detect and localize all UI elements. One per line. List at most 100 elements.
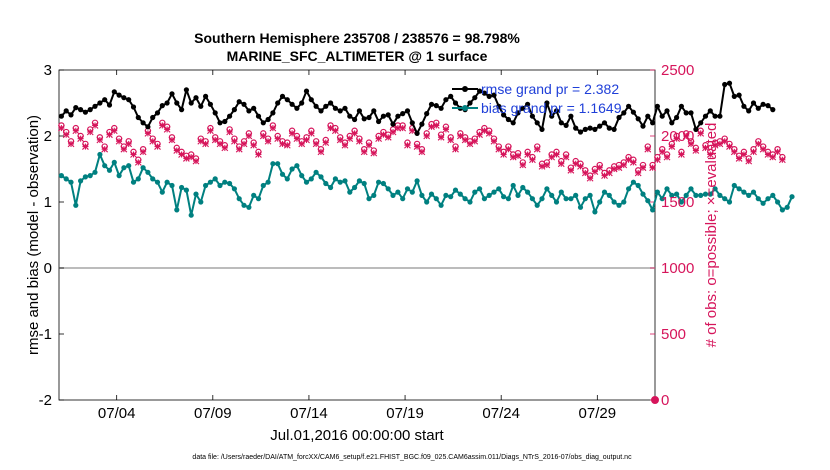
rmse-point (106, 102, 113, 108)
rmse-point (621, 110, 627, 116)
rmse-point (573, 125, 579, 131)
rmse-point (525, 101, 531, 107)
bias-point (241, 202, 247, 208)
y-left-tick-label: 0 (44, 260, 52, 277)
obs-evaluated-point (264, 137, 272, 145)
y-right-tick-label: 1500 (661, 194, 694, 211)
bias-point (558, 189, 564, 195)
rmse-point (337, 108, 343, 114)
rmse-point (674, 114, 680, 121)
obs-evaluated-point (711, 141, 719, 149)
bias-point (621, 199, 627, 205)
bias-point (587, 192, 593, 198)
rmse-point (390, 121, 396, 127)
rmse-point (164, 100, 170, 106)
rmse-point (303, 88, 310, 94)
bias-point (573, 192, 579, 198)
obs-evaluated-point (519, 161, 527, 169)
bias-point (222, 179, 228, 185)
rmse-point (707, 108, 713, 114)
rmse-point (491, 92, 497, 98)
bias-point (544, 186, 550, 192)
obs-evaluated-point (404, 141, 411, 149)
bias-point (251, 192, 257, 198)
bias-point (457, 191, 463, 197)
bias-point (582, 196, 588, 202)
obs-evaluated-point (62, 131, 70, 139)
obs-evaluated-point (216, 140, 224, 148)
rmse-point (169, 91, 175, 97)
obs-evaluated-point (557, 160, 565, 168)
obs-evaluated-point (634, 169, 642, 177)
bias-point (501, 194, 507, 200)
obs-evaluated-point (490, 137, 498, 145)
bias-point (616, 202, 622, 208)
rmse-point (231, 107, 237, 113)
bias-point (227, 180, 233, 187)
bias-point (779, 207, 786, 213)
rmse-point (275, 100, 281, 106)
bias-point (563, 196, 569, 202)
obs-evaluated-point (163, 126, 171, 133)
bias-point (428, 191, 435, 197)
rmse-point (424, 111, 430, 117)
rmse-point (630, 109, 637, 115)
rmse-point (683, 110, 689, 116)
rmse-point (97, 100, 103, 106)
obs-evaluated-point (269, 124, 277, 132)
rmse-point (515, 110, 521, 116)
bias-point (102, 163, 108, 169)
obs-evaluated-point (495, 145, 503, 153)
obs-evaluated-point (120, 145, 128, 153)
obs-evaluated-point (389, 128, 397, 136)
x-tick-label: 07/14 (290, 405, 328, 422)
bias-point (284, 176, 290, 182)
bias-point (741, 189, 747, 195)
bias-point (371, 192, 377, 198)
rmse-point (400, 111, 406, 117)
rmse-point (568, 113, 574, 119)
y-left-tick-label: -1 (39, 326, 52, 343)
bias-point (212, 176, 218, 182)
obs-evaluated-point (202, 140, 209, 148)
obs-evaluated-point (322, 139, 330, 146)
obs-evaluated-point (101, 145, 109, 153)
obs-evaluated-point (456, 132, 464, 140)
bias-point (183, 187, 189, 193)
x-tick-label: 07/09 (194, 405, 232, 422)
rmse-point (452, 100, 459, 106)
rmse-point (241, 101, 247, 107)
rmse-point (126, 97, 132, 103)
legend: rmse grand pr = 2.382 bias grand pr = 1.… (452, 81, 622, 116)
rmse-point (179, 107, 185, 113)
obs-evaluated-point (500, 151, 507, 158)
legend-rmse-label: rmse grand pr = 2.382 (481, 81, 619, 97)
y-left-tick-label: 3 (44, 62, 52, 79)
obs-evaluated-point (591, 168, 599, 176)
obs-evaluated-point (394, 124, 402, 132)
bias-point (385, 186, 391, 192)
y-axis-right-ticks: 2500 2000 1500 1000 500 0 (661, 62, 694, 409)
bias-point (198, 199, 204, 205)
obs-evaluated-point (577, 162, 584, 170)
y-left-tick-label: -2 (39, 392, 52, 409)
bias-point (121, 165, 127, 171)
obs-evaluated-point (639, 164, 647, 172)
rmse-point (279, 93, 286, 99)
bias-point (515, 192, 521, 198)
obs-evaluated-point (759, 145, 767, 153)
tick-marks (59, 69, 655, 401)
bias-point (188, 212, 194, 218)
rmse-point (419, 121, 425, 127)
bias-point (236, 196, 242, 202)
obs-evaluated-point (524, 151, 532, 158)
rmse-point (150, 114, 156, 121)
obs-evaluated-point (384, 133, 392, 141)
rmse-point (736, 92, 742, 98)
bias-point (140, 165, 146, 171)
obs-evaluated-point (274, 135, 282, 143)
rmse-point (207, 101, 213, 107)
rmse-point (193, 95, 199, 101)
bias-point (279, 171, 286, 177)
rmse-point (121, 95, 127, 101)
